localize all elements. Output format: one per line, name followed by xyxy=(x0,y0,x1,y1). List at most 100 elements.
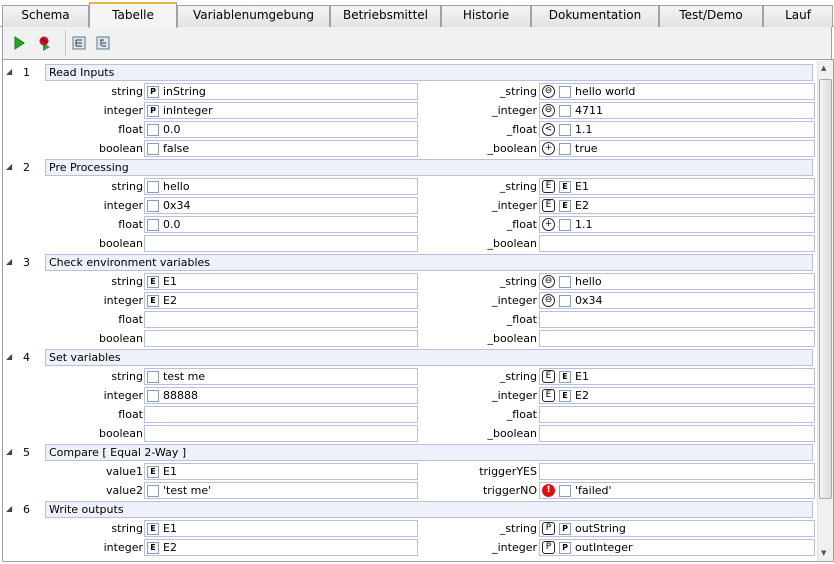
error-icon[interactable]: ! xyxy=(542,484,555,497)
tab-schema[interactable]: Schema xyxy=(2,5,89,27)
scrollbar-thumb[interactable] xyxy=(819,79,832,499)
tab-test-demo[interactable]: Test/Demo xyxy=(659,5,763,27)
env-marker-icon: E xyxy=(559,370,571,383)
collapse-triangle-icon[interactable]: ◢ xyxy=(6,504,13,513)
param-field[interactable]: false xyxy=(144,140,418,157)
param-field[interactable]: ⊖ hello world xyxy=(539,83,815,100)
plus-icon[interactable]: + xyxy=(542,218,555,231)
assign-env-icon[interactable]: E xyxy=(542,199,555,212)
step-title[interactable]: Check environment variables xyxy=(45,254,813,271)
param-field[interactable]: 88888 xyxy=(144,387,418,404)
field-value: true xyxy=(575,142,598,155)
param-field[interactable]: E E E2 xyxy=(539,197,815,214)
collapse-triangle-icon[interactable]: ◢ xyxy=(6,352,13,361)
group-header: ◢ 1 Read Inputs xyxy=(3,63,815,82)
collapse-triangle-icon[interactable]: ◢ xyxy=(6,162,13,171)
param-field[interactable] xyxy=(144,425,418,442)
param-field[interactable] xyxy=(539,425,815,442)
equals-icon[interactable]: ⊖ xyxy=(542,275,555,288)
param-field[interactable]: E E E1 xyxy=(539,368,815,385)
tab-tabelle[interactable]: Tabelle xyxy=(89,2,177,28)
param-field[interactable]: hello xyxy=(144,178,418,195)
run-icon[interactable] xyxy=(11,35,27,51)
plus-icon[interactable]: + xyxy=(542,142,555,155)
param-field[interactable] xyxy=(144,406,418,423)
param-field[interactable] xyxy=(144,235,418,252)
param-field[interactable] xyxy=(144,311,418,328)
assign-env-icon[interactable]: E xyxy=(542,180,555,193)
collapse-triangle-icon[interactable]: ◢ xyxy=(6,257,13,266)
param-label: float xyxy=(118,218,143,231)
step-title[interactable]: Pre Processing xyxy=(45,159,813,176)
step-title[interactable]: Compare [ Equal 2-Way ] xyxy=(45,444,813,461)
param-field[interactable]: +1.1 xyxy=(539,216,815,233)
param-field[interactable]: ⊖ hello xyxy=(539,273,815,290)
assign-param-icon[interactable]: P xyxy=(542,522,555,535)
param-field[interactable]: 0x34 xyxy=(144,197,418,214)
param-label: _float xyxy=(506,123,537,136)
param-field[interactable]: E E1 xyxy=(144,463,418,480)
tab-betriebsmittel[interactable]: Betriebsmittel xyxy=(330,5,441,27)
param-label: integer xyxy=(103,294,143,307)
param-field[interactable] xyxy=(539,330,815,347)
table-row: boolean _boolean xyxy=(3,424,815,443)
equals-icon[interactable]: ⊖ xyxy=(542,85,555,98)
param-field[interactable]: ⊖ 0x34 xyxy=(539,292,815,309)
param-field[interactable]: 0.0 xyxy=(144,216,418,233)
assign-env-icon[interactable]: E xyxy=(542,370,555,383)
collapse-all-icon[interactable] xyxy=(95,35,111,51)
param-field[interactable]: E E1 xyxy=(144,520,418,537)
param-field[interactable]: test me xyxy=(144,368,418,385)
param-field[interactable]: 0.0 xyxy=(144,121,418,138)
field-value: E2 xyxy=(575,389,589,402)
param-field[interactable]: E E E2 xyxy=(539,387,815,404)
expand-all-icon[interactable] xyxy=(71,35,87,51)
param-field[interactable]: <1.1 xyxy=(539,121,815,138)
param-field[interactable]: E E E1 xyxy=(539,178,815,195)
table-row: float _float xyxy=(3,405,815,424)
param-field[interactable] xyxy=(539,311,815,328)
assign-param-icon[interactable]: P xyxy=(542,541,555,554)
param-field[interactable]: E E2 xyxy=(144,292,418,309)
tab-bar: Schema Tabelle Variablenumgebung Betriebsmi… xyxy=(0,0,834,28)
scroll-up-icon[interactable]: ▲ xyxy=(821,64,827,72)
tab-variablenumgebung[interactable]: Variablenumgebung xyxy=(177,5,330,27)
param-field[interactable]: E E2 xyxy=(144,539,418,556)
env-marker-icon: E xyxy=(147,541,159,554)
param-field[interactable]: ⊖ 4711 xyxy=(539,102,815,119)
tab-historie[interactable]: Historie xyxy=(441,5,531,27)
step-title[interactable]: Write outputs xyxy=(45,501,813,518)
param-field[interactable]: ! 'failed' xyxy=(539,482,815,499)
step-title[interactable]: Set variables xyxy=(45,349,813,366)
assign-env-icon[interactable]: E xyxy=(542,389,555,402)
param-field[interactable] xyxy=(539,235,815,252)
collapse-triangle-icon[interactable]: ◢ xyxy=(6,67,13,76)
debug-icon[interactable] xyxy=(37,35,53,51)
param-field[interactable]: 'test me' xyxy=(144,482,418,499)
param-label: boolean xyxy=(99,142,143,155)
param-label: _float xyxy=(506,313,537,326)
value-marker-icon xyxy=(559,294,571,307)
field-value: outInteger xyxy=(575,541,633,554)
param-field[interactable] xyxy=(144,330,418,347)
equals-icon[interactable]: ⊖ xyxy=(542,104,555,117)
vertical-scrollbar[interactable]: ▲ ▼ xyxy=(817,60,833,561)
collapse-triangle-icon[interactable]: ◢ xyxy=(6,447,13,456)
table-row: boolean false _boolean + true xyxy=(3,139,815,158)
parameter-marker-icon: P xyxy=(559,541,571,554)
step-title[interactable]: Read Inputs xyxy=(45,64,813,81)
less-icon[interactable]: < xyxy=(542,123,555,136)
param-field[interactable] xyxy=(539,406,815,423)
param-field[interactable] xyxy=(539,463,815,480)
tab-lauf[interactable]: Lauf xyxy=(763,5,833,27)
tab-dokumentation[interactable]: Dokumentation xyxy=(531,5,659,27)
scroll-down-icon[interactable]: ▼ xyxy=(821,549,827,557)
param-field[interactable]: + true xyxy=(539,140,815,157)
param-field[interactable]: E E1 xyxy=(144,273,418,290)
equals-icon[interactable]: ⊖ xyxy=(542,294,555,307)
